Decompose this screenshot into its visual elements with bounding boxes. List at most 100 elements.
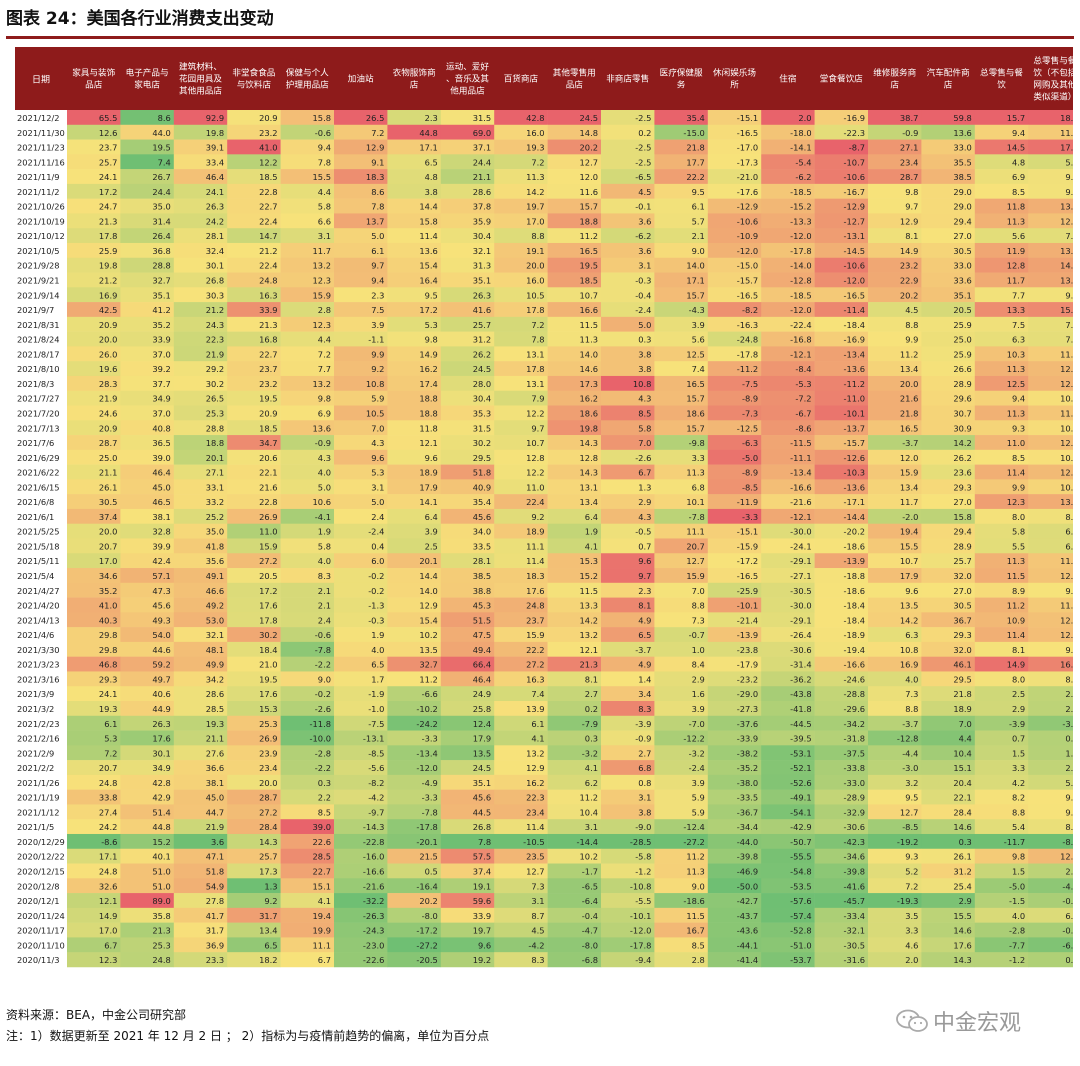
heat-cell [1028,627,1073,643]
cell-value: 3.9 [692,320,705,330]
cell-value: 17.1 [686,276,704,286]
heat-cell [868,508,922,524]
heat-cell [921,907,976,923]
cell-value: 21.2 [259,246,277,256]
heat-cell [868,612,922,628]
heat-cell [173,553,228,569]
cell-value: 25.4 [953,881,971,891]
cell-value: 31.7 [259,911,277,921]
heat-cell [494,198,548,214]
cell-value: -45.7 [844,896,865,906]
cell-value: 9.2 [264,896,277,906]
heat-cell [494,449,548,465]
cell-value: -50.0 [737,881,758,891]
header-label: 建筑材料、 [179,61,222,73]
cell-value: 5.7 [1065,157,1073,167]
cell-value: -52.6 [790,778,811,788]
cell-value: 25.8 [473,704,491,714]
cell-value: 14.6 [953,822,971,832]
cell-value: 6.5 [371,660,384,670]
cell-value: 16.2 [1060,660,1073,670]
cell-value: -2.2 [315,660,331,670]
heat-cell [440,523,495,539]
cell-value: -2.4 [635,305,651,315]
cell-value: 28.6 [206,689,224,699]
cell-value: -30.5 [790,586,811,596]
heat-cell [601,316,655,332]
cell-value: 26.2 [953,453,971,463]
cell-value: -21.4 [737,615,758,625]
heat-cell [974,228,1029,244]
cell-value: 49.3 [152,615,170,625]
heat-cell [814,686,869,702]
heat-cell [761,789,815,805]
row-date: 2021/9/14 [17,290,60,300]
row-date: 2020/12/15 [17,867,65,877]
cell-value: -24.2 [416,719,437,729]
heat-cell [974,774,1029,790]
heat-cell [1028,656,1073,672]
cell-value: 32.7 [152,276,170,286]
heat-cell [494,464,548,480]
heat-cell [761,375,815,392]
cell-value: -12.1 [790,349,811,359]
heat-cell [974,198,1029,214]
row-date: 2021/3/23 [17,660,60,670]
cell-value: -12.1 [790,512,811,522]
heat-cell [120,139,175,155]
heat-cell [1028,671,1073,687]
heat-cell [280,641,335,657]
cell-value: 31.7 [206,926,224,936]
cell-value: 10.2 [1060,394,1073,404]
cell-value: 20.2 [419,896,437,906]
heat-cell [1028,878,1073,894]
cell-value: 35.8 [152,911,170,921]
cell-value: -0.4 [635,290,651,300]
heat-cell [227,553,281,569]
heat-cell [707,464,762,480]
cell-value: 16.0 [526,128,544,138]
cell-value: 19.5 [580,261,598,271]
heat-cell [280,183,335,199]
cell-value: 6.1 [371,246,384,256]
cell-value: 51.4 [152,807,170,817]
cell-value: 11.5 [1060,601,1073,611]
cell-value: 3.9 [425,527,438,537]
heat-cell [868,183,922,199]
cell-value: 5.9 [371,394,384,404]
heat-cell [601,302,655,318]
heat-cell [761,937,815,953]
heat-cell [707,494,762,510]
cell-value: 34.9 [152,763,170,773]
cell-value: 20.9 [259,408,277,418]
heat-cell [654,760,709,776]
cell-value: 6.5 [425,157,438,167]
header-label: 、音乐及其 [446,73,489,85]
heat-cell [921,804,976,820]
cell-value: -14.5 [844,246,865,256]
heat-cell [120,907,175,923]
cell-value: -32.1 [844,926,865,936]
cell-value: 10.2 [580,852,598,862]
cell-value: -12.9 [844,202,865,212]
cell-value: 7.2 [531,320,544,330]
heat-cell [921,508,976,524]
cell-value: 1.5 [1012,867,1025,877]
cell-value: 6.7 [104,940,117,950]
cell-value: 0.2 [638,128,651,138]
heat-cell [440,730,495,746]
cell-value: 59.2 [152,660,170,670]
cell-value: 7.4 [158,157,171,167]
heat-cell [440,833,495,850]
cell-value: -17.8 [737,349,758,359]
heat-cell [761,420,815,436]
cell-value: 15.9 [526,630,544,640]
row-date: 2021/7/13 [17,423,60,433]
heat-cell [868,316,922,332]
cell-value: 21.2 [206,305,224,315]
heat-cell [814,715,869,731]
heat-cell [334,582,388,598]
heat-cell [601,671,655,687]
heat-cell [173,213,228,229]
heat-cell [173,745,228,761]
